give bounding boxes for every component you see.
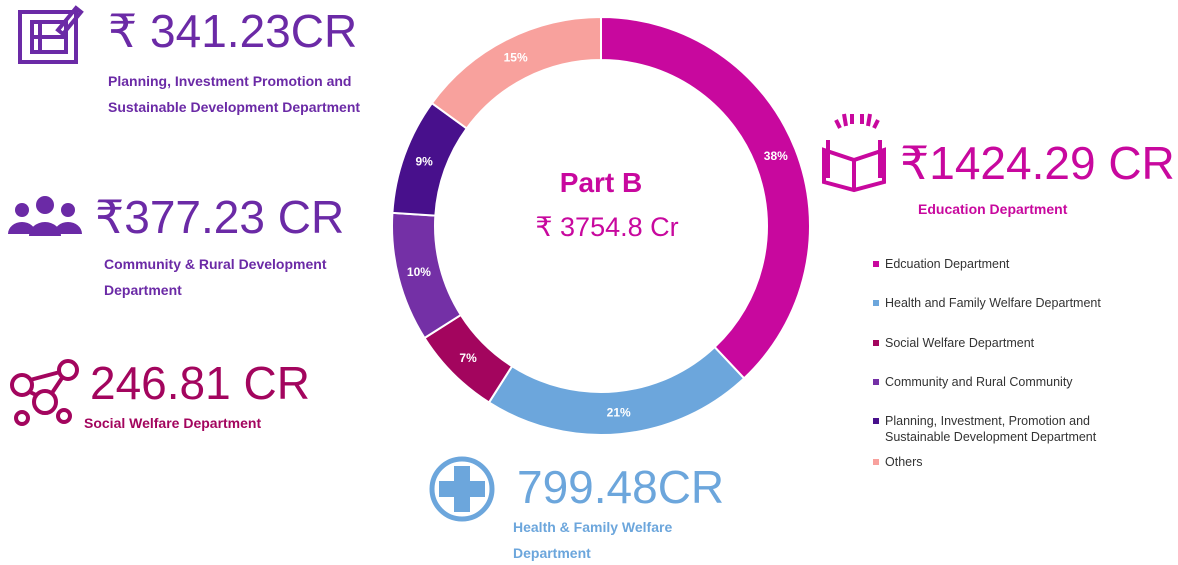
legend-label: Community and Rural Community bbox=[885, 375, 1073, 389]
callout-amount: ₹377.23 CR bbox=[95, 191, 345, 243]
callout-label: Social Welfare Department bbox=[84, 415, 262, 431]
legend-item: Edcuation Department bbox=[873, 256, 1153, 272]
slice-label: 21% bbox=[607, 405, 631, 419]
callout-label: Health & Family Welfare Department bbox=[513, 519, 673, 561]
social-icon bbox=[10, 359, 79, 426]
center-title: Part B bbox=[560, 167, 642, 198]
legend-label: Health and Family Welfare Department bbox=[885, 296, 1101, 310]
legend-item: Planning, Investment, Promotion and Sust… bbox=[873, 413, 1153, 445]
legend-swatch bbox=[873, 459, 879, 465]
donut-slice bbox=[487, 345, 746, 436]
education-icon bbox=[822, 113, 886, 193]
donut-slice bbox=[600, 15, 811, 380]
center-subtitle: ₹ 3754.8 Cr bbox=[535, 212, 678, 242]
legend-swatch bbox=[873, 340, 879, 346]
legend-label: Others bbox=[885, 455, 923, 469]
callout-label: Education Department bbox=[918, 201, 1068, 217]
slice-label: 15% bbox=[504, 51, 528, 65]
slice-label: 10% bbox=[407, 265, 431, 279]
health-icon bbox=[429, 456, 495, 522]
legend-swatch bbox=[873, 379, 879, 385]
callout-label: Planning, Investment Promotion and Susta… bbox=[108, 73, 361, 115]
callout-amount: 246.81 CR bbox=[90, 357, 310, 409]
legend-label: Planning, Investment, Promotion and Sust… bbox=[885, 414, 1097, 444]
legend-item: Health and Family Welfare Department bbox=[873, 295, 1153, 311]
donut-slice bbox=[430, 15, 602, 130]
callout-amount: ₹ 341.23CR bbox=[108, 5, 358, 57]
legend-item: Community and Rural Community bbox=[873, 374, 1153, 390]
legend-label: Edcuation Department bbox=[885, 257, 1010, 271]
slice-label: 9% bbox=[415, 154, 433, 168]
slice-label: 38% bbox=[764, 149, 788, 163]
callout-amount: 799.48CR bbox=[517, 461, 725, 513]
planning-icon bbox=[18, 5, 84, 64]
slice-label: 7% bbox=[459, 351, 477, 365]
callout-label: Community & Rural Development Department bbox=[104, 256, 327, 298]
callout-amount: ₹1424.29 CR bbox=[900, 137, 1175, 189]
legend-item: Others bbox=[873, 454, 1153, 470]
legend-item: Social Welfare Department bbox=[873, 335, 1153, 351]
legend-label: Social Welfare Department bbox=[885, 336, 1035, 350]
community-icon bbox=[8, 196, 82, 236]
legend-swatch bbox=[873, 300, 879, 306]
legend-swatch bbox=[873, 418, 879, 424]
legend-swatch bbox=[873, 261, 879, 267]
